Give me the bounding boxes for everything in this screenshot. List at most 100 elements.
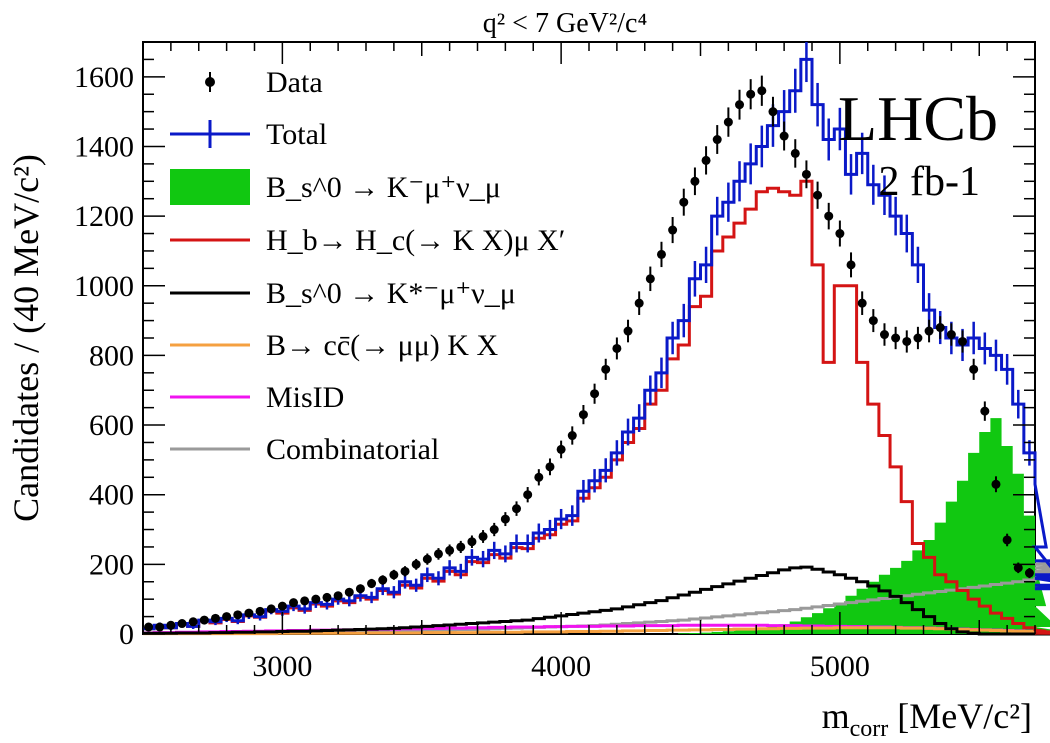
data-point — [902, 336, 912, 346]
kstar-histogram — [143, 565, 1050, 636]
data-point — [924, 326, 934, 336]
data-point — [835, 229, 845, 239]
data-point — [478, 531, 488, 541]
data-point — [344, 587, 354, 597]
data-point — [556, 444, 566, 454]
y-tick-label: 1000 — [74, 270, 134, 303]
data-point — [456, 542, 466, 552]
y-tick-label: 1400 — [74, 130, 134, 163]
legend-label-data: Data — [266, 66, 323, 99]
data-point — [891, 333, 901, 343]
axis-ticks-layer: 3000 4000 5000 0 200 400 600 800 1000 1200 1400 160… — [74, 41, 1036, 683]
data-point — [534, 472, 544, 482]
data-point — [846, 260, 856, 270]
experiment-label: LHCb — [838, 83, 998, 154]
data-point — [679, 197, 689, 207]
legend-label-total: Total — [266, 118, 327, 151]
data-point — [1002, 535, 1012, 545]
data-point — [735, 100, 745, 110]
data-point — [255, 606, 265, 616]
data-point — [523, 490, 533, 500]
data-point — [545, 462, 555, 472]
x-axis-label-sub: corr — [850, 716, 889, 742]
data-point — [879, 330, 889, 340]
data-point — [824, 211, 834, 221]
data-point — [1013, 563, 1023, 573]
data-point — [958, 336, 968, 346]
plot-area: 3000 4000 5000 0 200 400 600 800 1000 1200 1400 160… — [74, 41, 1050, 683]
data-point — [422, 554, 432, 564]
data-point — [723, 117, 733, 127]
chart-title: q² < 7 GeV²/c⁴ — [483, 8, 647, 39]
data-point — [389, 570, 399, 580]
x-tick-label: 3000 — [252, 650, 312, 683]
data-point — [277, 601, 287, 611]
data-point — [790, 148, 800, 158]
data-point — [779, 131, 789, 141]
data-point — [300, 596, 310, 606]
data-point — [289, 598, 299, 608]
y-axis-label: Candidates / (40 MeV/c²) — [6, 154, 46, 522]
legend-symbol-data-marker — [205, 77, 215, 87]
x-axis-label-unit: [MeV/c²] — [888, 696, 1032, 736]
legend-label-misid: MisID — [266, 381, 344, 414]
y-tick-label: 200 — [89, 548, 134, 581]
data-point — [757, 86, 767, 96]
data-point — [969, 364, 979, 374]
data-point — [433, 549, 443, 559]
signal-histogram — [143, 418, 1050, 634]
legend-label-ccbar: B→ cc̄(→ μμ) K X — [266, 329, 498, 362]
y-tick-label: 1600 — [74, 61, 134, 94]
data-point — [378, 575, 388, 585]
data-point — [512, 504, 522, 514]
data-point — [489, 525, 499, 535]
data-point — [445, 545, 455, 555]
data-point — [634, 298, 644, 308]
total-histogram — [143, 57, 1050, 631]
data-point — [1024, 568, 1034, 578]
data-point — [333, 591, 343, 601]
data-point — [244, 608, 254, 618]
data-points-layer — [144, 75, 1034, 632]
data-point — [311, 594, 321, 604]
data-point — [746, 89, 756, 99]
data-point — [690, 176, 700, 186]
luminosity-label: 2 fb-1 — [879, 159, 980, 205]
legend-label-signal: B_s^0 → K⁻μ⁺ν_μ — [266, 171, 501, 204]
data-point — [411, 559, 421, 569]
data-point — [935, 323, 945, 333]
x-tick-label: 5000 — [810, 650, 870, 683]
data-point — [946, 330, 956, 340]
data-point — [980, 406, 990, 416]
data-point — [199, 615, 209, 625]
x-tick-label: 4000 — [531, 650, 591, 683]
data-point — [188, 617, 198, 627]
data-point — [400, 566, 410, 576]
x-axis-label: mcorr [MeV/c²] — [822, 696, 1032, 742]
x-axis-label-main: m — [822, 696, 850, 736]
data-point — [991, 479, 1001, 489]
legend-label-comb: Combinatorial — [266, 433, 439, 466]
data-point — [857, 298, 867, 308]
y-tick-label: 600 — [89, 409, 134, 442]
data-point — [578, 410, 588, 420]
data-point — [768, 107, 778, 117]
y-tick-label: 1200 — [74, 200, 134, 233]
data-point — [210, 613, 220, 623]
data-point — [868, 316, 878, 326]
data-point — [467, 537, 477, 547]
data-point — [801, 169, 811, 179]
data-point — [612, 343, 622, 353]
data-point — [222, 612, 232, 622]
data-point — [701, 155, 711, 165]
legend: Data Total B_s^0 → K⁻μ⁺ν_μ H_b→ H_c(→ K X)μ… — [170, 66, 565, 466]
data-point — [656, 249, 666, 259]
data-point — [601, 364, 611, 374]
data-point — [590, 389, 600, 399]
data-point — [567, 431, 577, 441]
data-point — [913, 333, 923, 343]
y-tick-label: 800 — [89, 339, 134, 372]
y-tick-label: 400 — [89, 479, 134, 512]
y-tick-label: 0 — [119, 618, 134, 651]
